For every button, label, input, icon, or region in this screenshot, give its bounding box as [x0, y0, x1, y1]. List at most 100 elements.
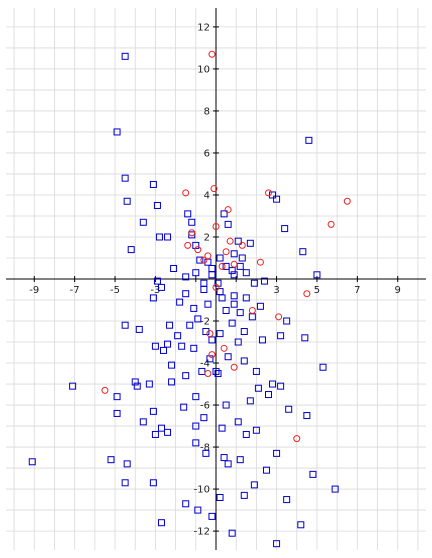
square-point [192, 241, 200, 249]
square-point [216, 254, 224, 262]
square-point [133, 382, 141, 390]
square-point [192, 422, 200, 430]
square-point [131, 378, 139, 386]
square-point [277, 382, 285, 390]
square-point [200, 279, 208, 287]
y-tick-label: 2 [204, 232, 210, 243]
square-point [192, 269, 200, 277]
square-point [149, 180, 157, 188]
square-point [208, 271, 216, 279]
circle-point [188, 229, 196, 237]
circle-point [182, 189, 190, 197]
axes [6, 8, 426, 550]
circle-point [212, 283, 220, 291]
square-point [190, 304, 198, 312]
circle-point [220, 344, 228, 352]
square-point [220, 454, 228, 462]
square-point [206, 355, 214, 363]
square-point [182, 500, 190, 508]
square-point [236, 309, 244, 317]
y-tick-label: 12 [197, 22, 210, 33]
circle-point [204, 252, 212, 260]
square-point [252, 426, 260, 434]
square-point [222, 401, 230, 409]
circle-point [256, 258, 264, 266]
square-point [313, 271, 321, 279]
y-tick-label: -10 [194, 485, 210, 496]
square-point [228, 267, 236, 275]
square-point [190, 344, 198, 352]
circle-point [208, 50, 216, 58]
square-point [269, 191, 277, 199]
square-point [208, 336, 216, 344]
square-point [234, 418, 242, 426]
square-point [113, 393, 121, 401]
circle-point [101, 386, 109, 394]
x-tick-label: 5 [314, 285, 320, 296]
y-tick-label: -12 [194, 527, 210, 538]
circle-point [238, 241, 246, 249]
square-point [265, 391, 272, 399]
square-point [182, 372, 190, 380]
square-point [121, 174, 129, 182]
y-tick-label: -2 [200, 317, 210, 328]
square-point [240, 491, 248, 499]
square-point [281, 225, 289, 233]
square-point [200, 286, 208, 294]
square-point [113, 409, 121, 417]
square-point [182, 290, 190, 298]
circle-point [230, 363, 238, 371]
square-point [224, 353, 232, 361]
square-point [230, 292, 238, 300]
x-tick-label: 7 [354, 285, 360, 296]
circle-point [194, 246, 202, 254]
square-point [139, 218, 147, 226]
circle-point [218, 262, 226, 270]
square-point [168, 378, 176, 386]
y-tick-label: -4 [200, 359, 210, 370]
circle-point [303, 290, 311, 298]
square-point [208, 264, 216, 272]
circle-point [222, 248, 230, 256]
square-point [149, 479, 157, 487]
square-point [178, 342, 186, 350]
square-point [224, 220, 232, 228]
square-point [121, 479, 129, 487]
square-point [250, 481, 258, 489]
square-point [192, 439, 200, 447]
square-point [151, 342, 159, 350]
square-point [192, 393, 200, 401]
square-point [230, 300, 238, 308]
square-point [157, 519, 165, 527]
square-point [242, 269, 250, 277]
square-point [277, 332, 285, 340]
square-point [69, 382, 77, 390]
square-point [331, 485, 339, 493]
square-point [121, 52, 129, 60]
y-tick-label: -8 [200, 443, 210, 454]
circle-point [204, 370, 212, 378]
y-tick-label: 10 [197, 64, 210, 75]
square-point [113, 128, 121, 136]
square-point [297, 521, 305, 529]
square-point [194, 315, 202, 323]
square-point [222, 262, 230, 270]
square-point [252, 367, 260, 375]
square-point [176, 298, 184, 306]
square-point [228, 529, 236, 537]
y-tick-label: 4 [204, 190, 210, 201]
square-point [319, 363, 327, 371]
x-tick-label: -7 [70, 285, 80, 296]
square-point [153, 201, 161, 209]
square-point [240, 328, 248, 336]
square-point [28, 458, 36, 466]
square-point [174, 332, 182, 340]
square-point [242, 430, 250, 438]
square-point [218, 294, 226, 302]
square-point [208, 512, 216, 520]
square-point [160, 346, 167, 354]
square-point [186, 321, 194, 329]
square-point [155, 233, 163, 241]
square-point [222, 307, 230, 315]
square-point [214, 279, 222, 287]
